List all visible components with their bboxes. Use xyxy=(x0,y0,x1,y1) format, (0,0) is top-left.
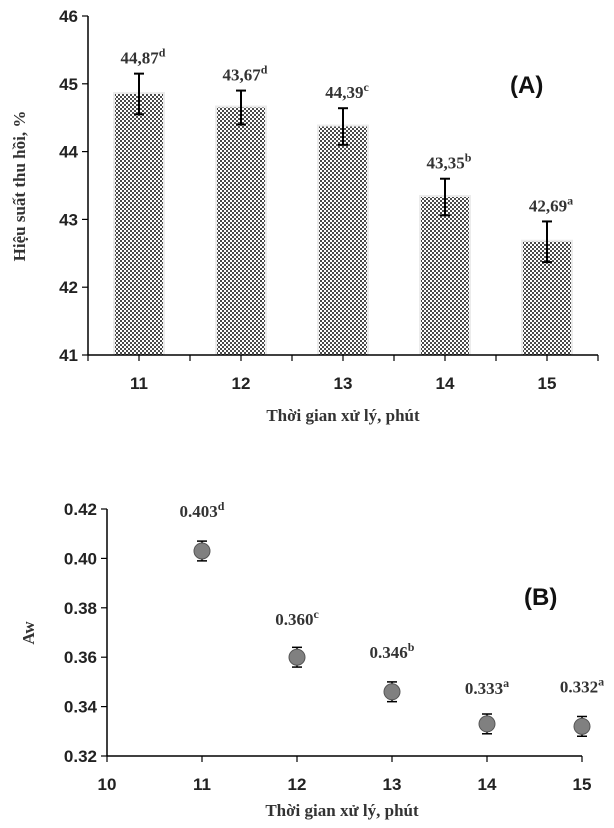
chart-a-x-tick-label: 12 xyxy=(232,374,251,393)
chart-a-y-tick-label: 45 xyxy=(59,75,78,94)
chart-b-point xyxy=(193,542,211,560)
chart-a-y-tick-label: 44 xyxy=(59,143,78,162)
chart-b-y-tick-label: 0.34 xyxy=(64,698,98,717)
chart-b-point xyxy=(573,717,591,735)
chart-b-x-tick-label: 11 xyxy=(193,775,211,794)
chart-a-bar xyxy=(421,197,469,355)
chart-a-x-tick-label: 11 xyxy=(130,374,148,393)
chart-b-y-tick-label: 0.38 xyxy=(64,599,97,618)
chart-a-bar xyxy=(217,107,265,355)
chart-a-data-label: 44,39c xyxy=(325,80,369,102)
chart-b-x-tick-label: 12 xyxy=(288,775,307,794)
chart-a-y-tick-label: 46 xyxy=(59,7,78,26)
chart-b-y-tick-label: 0.42 xyxy=(64,500,97,519)
chart-b-data-label: 0.332a xyxy=(560,674,604,696)
chart-b-y-tick-label: 0.32 xyxy=(64,747,97,766)
chart-b-x-tick-label: 14 xyxy=(478,775,497,794)
chart-b-data-label: 0.333a xyxy=(465,676,509,698)
chart-a-y-tick-label: 41 xyxy=(59,346,78,365)
chart-b-data-label: 0.403d xyxy=(180,499,225,521)
chart-a-axis-ticks: 41 42 43 44 45 46 11 12 13 14 15 xyxy=(59,7,599,393)
chart-b-y-tick-label: 0.40 xyxy=(64,549,97,568)
chart-b-x-tick-label: 13 xyxy=(383,775,402,794)
chart-b-data-label: 0.346b xyxy=(370,640,415,662)
chart-b-x-tick-label: 15 xyxy=(573,775,592,794)
chart-a-y-tick-label: 42 xyxy=(59,278,78,297)
chart-b-point xyxy=(478,715,496,733)
chart-b-x-tick-label: 10 xyxy=(98,775,117,794)
chart-a-data-label: 44,87d xyxy=(121,46,166,68)
chart-b-panel-label: (B) xyxy=(524,584,557,611)
chart-a-x-tick-label: 14 xyxy=(436,374,455,393)
chart-a-data-label: 43,35b xyxy=(427,151,472,173)
chart-a-x-axis-title: Thời gian xử lý, phút xyxy=(266,406,420,425)
chart-b-x-axis-title: Thời gian xử lý, phút xyxy=(265,801,419,820)
chart-b-point xyxy=(288,648,306,666)
chart-a-x-tick-label: 15 xyxy=(538,374,557,393)
chart-a-panel-label: (A) xyxy=(510,72,543,99)
chart-b-data-label: 0.360c xyxy=(275,607,319,629)
chart-a-data-label: 43,67d xyxy=(223,63,268,85)
chart-b-y-tick-label: 0.36 xyxy=(64,648,97,667)
chart-b-point xyxy=(383,683,401,701)
chart-a-bar xyxy=(115,93,163,355)
chart-b: 0.32 0.34 0.36 0.38 0.40 0.42 10 11 12 13 14 15 0.4… xyxy=(19,499,604,820)
chart-b-points: 0.403d 0.360c 0.346b 0.333a 0.332a xyxy=(180,499,604,737)
chart-a-y-tick-label: 43 xyxy=(59,210,78,229)
chart-a-x-tick-label: 13 xyxy=(334,374,353,393)
chart-a-data-label: 42,69a xyxy=(529,193,573,215)
chart-b-axis-ticks: 0.32 0.34 0.36 0.38 0.40 0.42 10 11 12 13 14 15 xyxy=(64,500,592,794)
chart-a-bar xyxy=(319,126,367,355)
chart-a-y-axis-title: Hiệu suất thu hồi, % xyxy=(10,111,29,262)
chart-b-y-axis-title: Aw xyxy=(19,621,38,645)
chart-a-bars: 44,87d 43,67d 44,39c 43,35b 42,69a xyxy=(113,46,573,355)
